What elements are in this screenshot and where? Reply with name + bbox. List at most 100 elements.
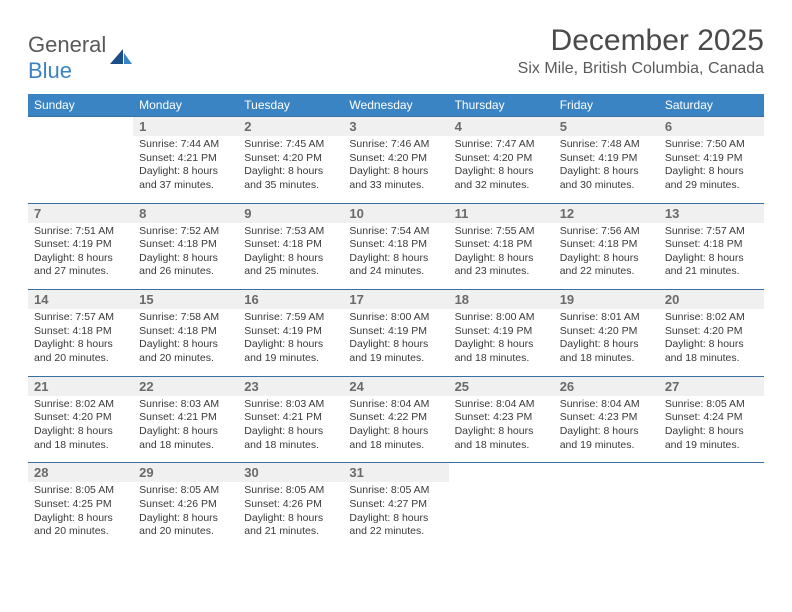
sunset-line: Sunset: 4:20 PM <box>455 152 548 166</box>
daylight-line-2: and 24 minutes. <box>349 265 442 279</box>
daylight-line-1: Daylight: 8 hours <box>455 165 548 179</box>
day-cell <box>659 463 764 549</box>
sunset-line: Sunset: 4:26 PM <box>139 498 232 512</box>
day-number: 8 <box>133 204 238 223</box>
sunrise-line: Sunrise: 7:59 AM <box>244 311 337 325</box>
daylight-line-1: Daylight: 8 hours <box>34 252 127 266</box>
day-cell: 16Sunrise: 7:59 AMSunset: 4:19 PMDayligh… <box>238 290 343 377</box>
daylight-line-2: and 20 minutes. <box>139 525 232 539</box>
sunset-line: Sunset: 4:20 PM <box>349 152 442 166</box>
daylight-line-1: Daylight: 8 hours <box>244 338 337 352</box>
day-cell: 11Sunrise: 7:55 AMSunset: 4:18 PMDayligh… <box>449 203 554 290</box>
day-cell: 17Sunrise: 8:00 AMSunset: 4:19 PMDayligh… <box>343 290 448 377</box>
sunset-line: Sunset: 4:23 PM <box>560 411 653 425</box>
sunrise-line: Sunrise: 7:48 AM <box>560 138 653 152</box>
sunset-line: Sunset: 4:19 PM <box>244 325 337 339</box>
daylight-line-2: and 18 minutes. <box>34 439 127 453</box>
day-header: Thursday <box>449 94 554 117</box>
daylight-line-2: and 22 minutes. <box>349 525 442 539</box>
daylight-line-1: Daylight: 8 hours <box>139 165 232 179</box>
sunrise-line: Sunrise: 8:05 AM <box>139 484 232 498</box>
daylight-line-2: and 35 minutes. <box>244 179 337 193</box>
week-row: 21Sunrise: 8:02 AMSunset: 4:20 PMDayligh… <box>28 376 764 463</box>
day-number: 21 <box>28 377 133 396</box>
day-header-row: SundayMondayTuesdayWednesdayThursdayFrid… <box>28 94 764 117</box>
day-number: 6 <box>659 117 764 136</box>
day-cell: 24Sunrise: 8:04 AMSunset: 4:22 PMDayligh… <box>343 376 448 463</box>
sunrise-line: Sunrise: 7:57 AM <box>665 225 758 239</box>
day-cell: 26Sunrise: 8:04 AMSunset: 4:23 PMDayligh… <box>554 376 659 463</box>
daylight-line-1: Daylight: 8 hours <box>349 425 442 439</box>
day-number: 20 <box>659 290 764 309</box>
sunset-line: Sunset: 4:20 PM <box>34 411 127 425</box>
daylight-line-1: Daylight: 8 hours <box>244 165 337 179</box>
sunset-line: Sunset: 4:18 PM <box>455 238 548 252</box>
day-number: 30 <box>238 463 343 482</box>
sunset-line: Sunset: 4:18 PM <box>139 238 232 252</box>
sunrise-line: Sunrise: 7:46 AM <box>349 138 442 152</box>
daylight-line-2: and 25 minutes. <box>244 265 337 279</box>
sunset-line: Sunset: 4:23 PM <box>455 411 548 425</box>
sunset-line: Sunset: 4:20 PM <box>665 325 758 339</box>
day-header: Wednesday <box>343 94 448 117</box>
day-cell: 31Sunrise: 8:05 AMSunset: 4:27 PMDayligh… <box>343 463 448 549</box>
daylight-line-2: and 20 minutes. <box>34 525 127 539</box>
daylight-line-2: and 20 minutes. <box>34 352 127 366</box>
day-cell: 30Sunrise: 8:05 AMSunset: 4:26 PMDayligh… <box>238 463 343 549</box>
day-number: 24 <box>343 377 448 396</box>
daylight-line-2: and 18 minutes. <box>139 439 232 453</box>
day-cell: 23Sunrise: 8:03 AMSunset: 4:21 PMDayligh… <box>238 376 343 463</box>
day-header: Sunday <box>28 94 133 117</box>
sunrise-line: Sunrise: 7:56 AM <box>560 225 653 239</box>
daylight-line-2: and 29 minutes. <box>665 179 758 193</box>
sunset-line: Sunset: 4:19 PM <box>560 152 653 166</box>
day-number: 2 <box>238 117 343 136</box>
day-number: 7 <box>28 204 133 223</box>
sunrise-line: Sunrise: 8:05 AM <box>34 484 127 498</box>
day-number: 25 <box>449 377 554 396</box>
day-cell: 7Sunrise: 7:51 AMSunset: 4:19 PMDaylight… <box>28 203 133 290</box>
sunrise-line: Sunrise: 8:03 AM <box>244 398 337 412</box>
day-cell: 6Sunrise: 7:50 AMSunset: 4:19 PMDaylight… <box>659 117 764 204</box>
sail-icon <box>110 49 134 67</box>
daylight-line-1: Daylight: 8 hours <box>244 512 337 526</box>
day-number: 28 <box>28 463 133 482</box>
day-cell <box>28 117 133 204</box>
sunset-line: Sunset: 4:21 PM <box>139 152 232 166</box>
day-cell: 12Sunrise: 7:56 AMSunset: 4:18 PMDayligh… <box>554 203 659 290</box>
day-number: 18 <box>449 290 554 309</box>
daylight-line-1: Daylight: 8 hours <box>34 425 127 439</box>
daylight-line-1: Daylight: 8 hours <box>560 252 653 266</box>
sunset-line: Sunset: 4:21 PM <box>139 411 232 425</box>
day-cell <box>449 463 554 549</box>
day-header: Tuesday <box>238 94 343 117</box>
daylight-line-2: and 19 minutes. <box>349 352 442 366</box>
day-cell: 22Sunrise: 8:03 AMSunset: 4:21 PMDayligh… <box>133 376 238 463</box>
sunrise-line: Sunrise: 8:05 AM <box>349 484 442 498</box>
day-cell <box>554 463 659 549</box>
sunset-line: Sunset: 4:18 PM <box>349 238 442 252</box>
daylight-line-2: and 18 minutes. <box>455 352 548 366</box>
sunset-line: Sunset: 4:26 PM <box>244 498 337 512</box>
calendar-table: SundayMondayTuesdayWednesdayThursdayFrid… <box>28 94 764 549</box>
daylight-line-1: Daylight: 8 hours <box>665 165 758 179</box>
daylight-line-1: Daylight: 8 hours <box>560 165 653 179</box>
daylight-line-2: and 20 minutes. <box>139 352 232 366</box>
sunset-line: Sunset: 4:18 PM <box>665 238 758 252</box>
sunrise-line: Sunrise: 7:47 AM <box>455 138 548 152</box>
sunrise-line: Sunrise: 7:58 AM <box>139 311 232 325</box>
day-number: 3 <box>343 117 448 136</box>
sunrise-line: Sunrise: 7:44 AM <box>139 138 232 152</box>
day-number: 10 <box>343 204 448 223</box>
day-cell: 19Sunrise: 8:01 AMSunset: 4:20 PMDayligh… <box>554 290 659 377</box>
sunset-line: Sunset: 4:19 PM <box>665 152 758 166</box>
sunset-line: Sunset: 4:19 PM <box>455 325 548 339</box>
sunrise-line: Sunrise: 7:45 AM <box>244 138 337 152</box>
daylight-line-1: Daylight: 8 hours <box>560 338 653 352</box>
day-cell: 13Sunrise: 7:57 AMSunset: 4:18 PMDayligh… <box>659 203 764 290</box>
day-header: Saturday <box>659 94 764 117</box>
sunrise-line: Sunrise: 8:04 AM <box>349 398 442 412</box>
day-number: 15 <box>133 290 238 309</box>
daylight-line-2: and 30 minutes. <box>560 179 653 193</box>
title-block: December 2025 Six Mile, British Columbia… <box>518 24 764 78</box>
